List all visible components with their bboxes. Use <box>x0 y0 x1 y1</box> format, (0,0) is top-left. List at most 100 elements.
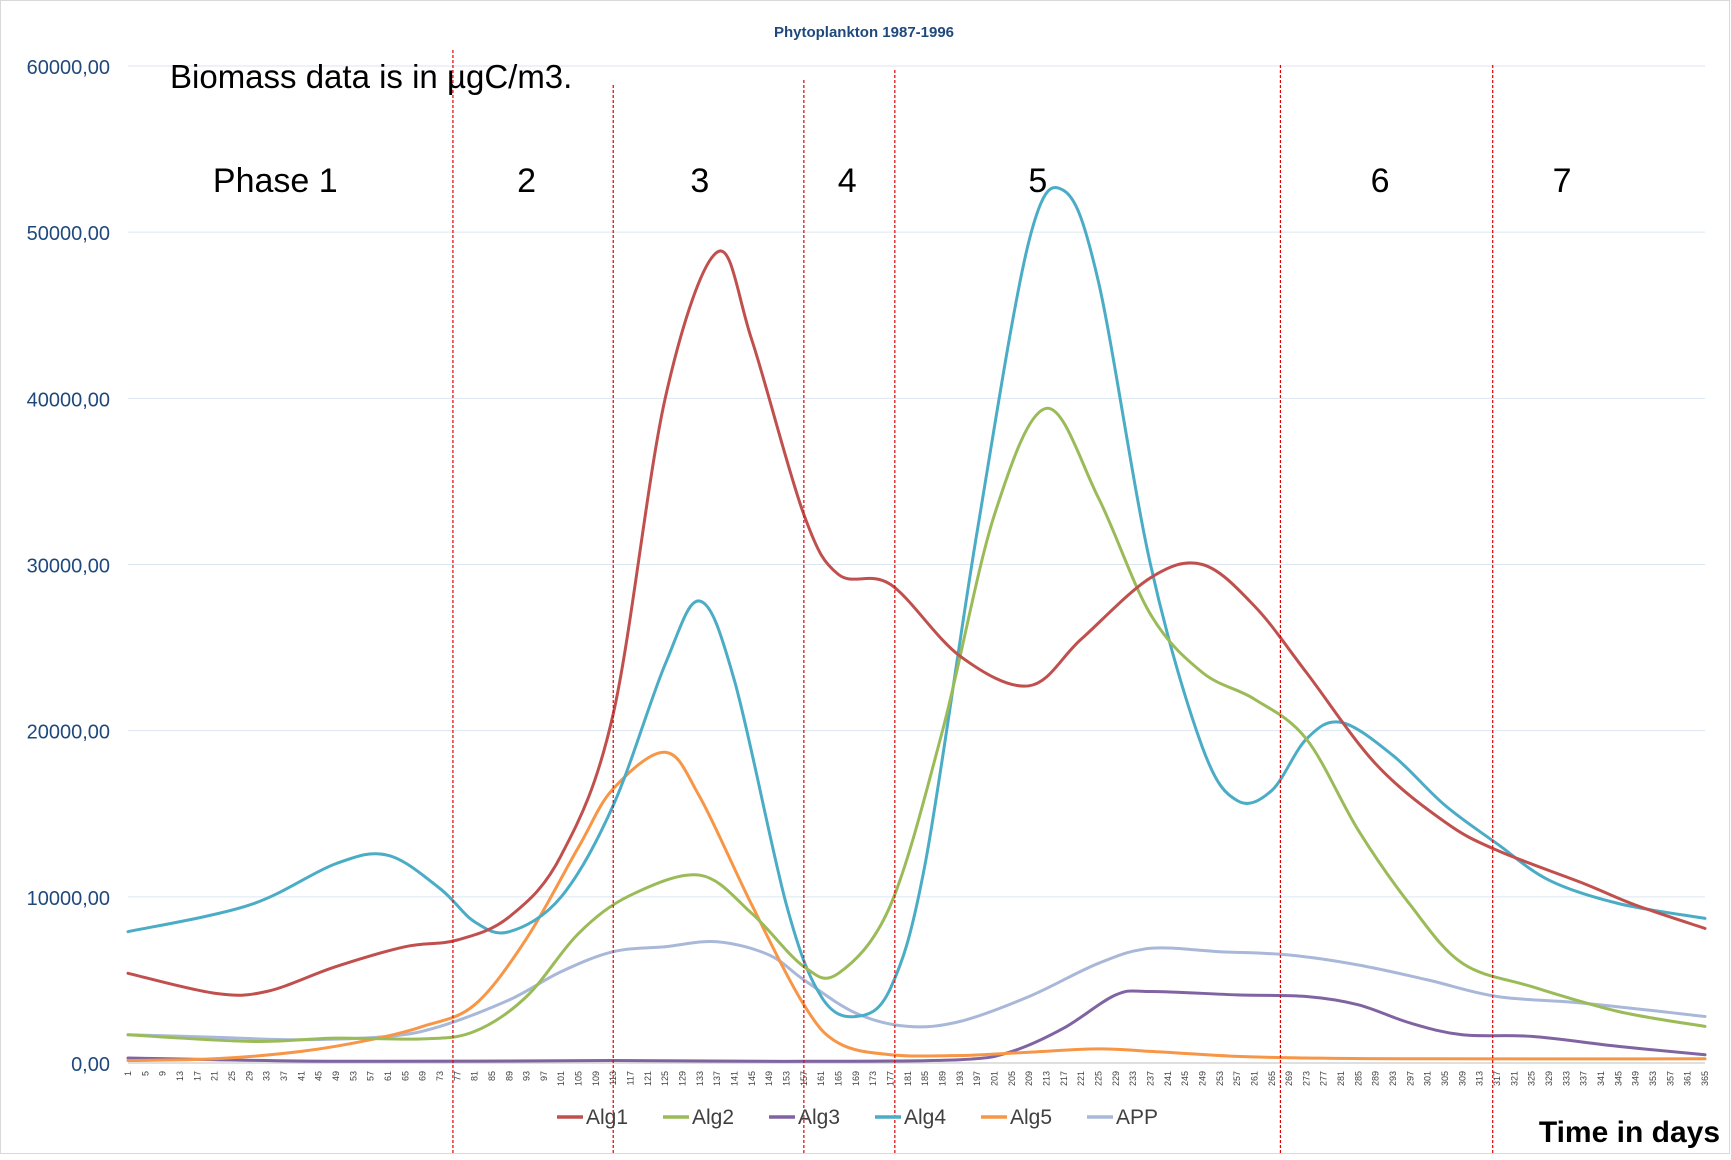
x-tick-label: 81 <box>470 1071 480 1081</box>
x-tick-label: 333 <box>1561 1071 1571 1086</box>
gridlines <box>128 65 1705 1064</box>
x-tick-label: 265 <box>1267 1071 1277 1086</box>
legend-item-alg5[interactable]: Alg5 <box>981 1106 1052 1129</box>
legend-label: Alg3 <box>798 1106 840 1129</box>
x-tick-label: 349 <box>1631 1071 1641 1086</box>
x-tick-label: 77 <box>452 1071 462 1081</box>
chart-title: Phytoplankton 1987-1996 <box>774 24 954 41</box>
legend-label: Alg1 <box>586 1106 628 1129</box>
x-tick-label: 365 <box>1700 1071 1710 1086</box>
x-tick-label: 89 <box>504 1071 514 1081</box>
series-lines <box>126 186 1707 1063</box>
y-tick-label: 50000,00 <box>27 223 110 245</box>
y-axis-tick-labels: 0,00 10000,00 20000,00 30000,00 40000,00 5000… <box>27 57 110 1076</box>
series-line-alg3 <box>126 989 1707 1063</box>
x-tick-label: 253 <box>1215 1071 1225 1086</box>
y-tick-label: 40000,00 <box>27 389 110 411</box>
phase-label: 7 <box>1553 162 1572 200</box>
x-tick-label: 185 <box>920 1071 930 1086</box>
x-tick-label: 261 <box>1249 1071 1259 1086</box>
x-tick-label: 121 <box>643 1071 653 1086</box>
x-tick-label: 177 <box>886 1071 896 1086</box>
phase-label: 3 <box>690 162 709 200</box>
x-tick-label: 233 <box>1128 1071 1138 1086</box>
x-tick-label: 109 <box>591 1071 601 1086</box>
y-tick-label: 0,00 <box>71 1054 110 1076</box>
x-tick-label: 257 <box>1232 1071 1242 1086</box>
x-tick-label: 61 <box>383 1071 393 1081</box>
legend-item-app[interactable]: APP <box>1087 1106 1158 1129</box>
y-tick-label: 60000,00 <box>27 57 110 79</box>
x-tick-label: 189 <box>937 1071 947 1086</box>
x-tick-label: 141 <box>730 1071 740 1086</box>
series-line-alg1 <box>126 249 1707 997</box>
legend-label: APP <box>1116 1106 1158 1129</box>
x-tick-label: 169 <box>851 1071 861 1086</box>
legend-item-alg2[interactable]: Alg2 <box>663 1106 734 1129</box>
x-tick-label: 93 <box>522 1071 532 1081</box>
legend-label: Alg5 <box>1010 1106 1052 1129</box>
phase-label: 2 <box>517 162 536 200</box>
x-tick-label: 293 <box>1388 1071 1398 1086</box>
x-tick-label: 69 <box>418 1071 428 1081</box>
x-tick-label: 65 <box>400 1071 410 1081</box>
x-tick-label: 105 <box>574 1071 584 1086</box>
x-tick-label: 161 <box>816 1071 826 1086</box>
x-tick-label: 225 <box>1093 1071 1103 1086</box>
legend-item-alg1[interactable]: Alg1 <box>557 1106 628 1129</box>
y-tick-label: 30000,00 <box>27 556 110 578</box>
x-tick-label: 97 <box>539 1071 549 1081</box>
legend-item-alg4[interactable]: Alg4 <box>875 1106 946 1129</box>
x-tick-label: 137 <box>712 1071 722 1086</box>
x-tick-label: 321 <box>1509 1071 1519 1086</box>
x-tick-label: 209 <box>1024 1071 1034 1086</box>
x-tick-label: 49 <box>331 1071 341 1081</box>
x-tick-label: 173 <box>868 1071 878 1086</box>
phase-labels: Phase 1 2 3 4 5 6 7 <box>213 162 1572 200</box>
x-tick-label: 269 <box>1284 1071 1294 1086</box>
legend-label: Alg2 <box>692 1106 734 1129</box>
x-tick-label: 273 <box>1301 1071 1311 1086</box>
x-tick-label: 313 <box>1475 1071 1485 1086</box>
x-tick-label: 193 <box>955 1071 965 1086</box>
x-tick-label: 57 <box>366 1071 376 1081</box>
x-tick-label: 281 <box>1336 1071 1346 1086</box>
x-tick-label: 345 <box>1613 1071 1623 1086</box>
x-tick-label: 53 <box>348 1071 358 1081</box>
units-note: Biomass data is in µgC/m3. <box>170 58 572 95</box>
x-tick-label: 201 <box>989 1071 999 1086</box>
x-tick-label: 133 <box>695 1071 705 1086</box>
phase-label: 5 <box>1028 162 1047 200</box>
x-tick-label: 33 <box>262 1071 272 1081</box>
x-tick-label: 229 <box>1111 1071 1121 1086</box>
x-tick-label: 197 <box>972 1071 982 1086</box>
phase-label: 6 <box>1371 162 1390 200</box>
x-tick-label: 305 <box>1440 1071 1450 1086</box>
x-tick-label: 125 <box>660 1071 670 1086</box>
legend-item-alg3[interactable]: Alg3 <box>769 1106 840 1129</box>
x-tick-label: 357 <box>1665 1071 1675 1086</box>
legend: Alg1 Alg2 Alg3 Alg4 Alg5 APP <box>557 1106 1158 1129</box>
x-tick-label: 237 <box>1145 1071 1155 1086</box>
x-tick-label: 181 <box>903 1071 913 1086</box>
x-tick-label: 85 <box>487 1071 497 1081</box>
x-tick-label: 249 <box>1197 1071 1207 1086</box>
x-tick-label: 45 <box>314 1071 324 1081</box>
x-axis-title: Time in days <box>1539 1116 1720 1149</box>
x-tick-label: 37 <box>279 1071 289 1081</box>
x-tick-label: 317 <box>1492 1071 1502 1086</box>
y-tick-label: 10000,00 <box>27 888 110 910</box>
x-tick-label: 25 <box>227 1071 237 1081</box>
x-tick-label: 73 <box>435 1071 445 1081</box>
x-tick-label: 1 <box>123 1071 133 1076</box>
x-tick-label: 337 <box>1579 1071 1589 1086</box>
phase-label: 4 <box>838 162 857 200</box>
x-tick-label: 41 <box>296 1071 306 1081</box>
x-tick-label: 157 <box>799 1071 809 1086</box>
x-tick-label: 165 <box>834 1071 844 1086</box>
x-tick-label: 29 <box>244 1071 254 1081</box>
x-tick-label: 13 <box>175 1071 185 1081</box>
